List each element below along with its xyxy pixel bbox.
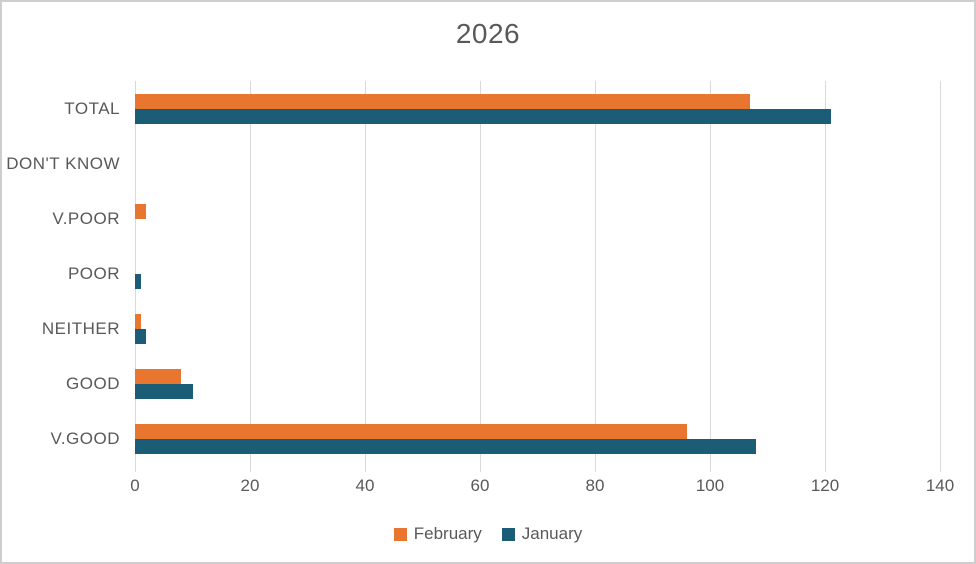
- x-tick-label-100: 100: [695, 476, 725, 495]
- x-tick-label-140: 140: [925, 476, 955, 495]
- bar-group-poor: [135, 246, 940, 301]
- gridline-120: [825, 81, 826, 472]
- bar-february-v-good: [135, 423, 687, 439]
- gridline-20: [250, 81, 251, 472]
- bar-january-neither: [135, 328, 147, 344]
- category-label-good: GOOD: [66, 373, 120, 393]
- gridline-80: [595, 81, 596, 472]
- legend-item-january: January: [501, 524, 583, 544]
- legend: February January: [2, 524, 974, 544]
- bar-february-total: [135, 93, 751, 109]
- x-tick-label-0: 0: [130, 476, 140, 495]
- category-label-v-poor: V.POOR: [52, 208, 120, 228]
- bar-group-neither: [135, 301, 940, 356]
- bar-february-good: [135, 368, 181, 384]
- bar-january-poor: [135, 273, 141, 289]
- x-tick-label-120: 120: [810, 476, 840, 495]
- category-label-poor: POOR: [67, 263, 120, 283]
- x-tick-label-40: 40: [355, 476, 375, 495]
- legend-swatch-icon: [501, 527, 515, 541]
- value-axis-labels: 0 20 40 60 80 100 120 140: [2, 476, 974, 498]
- bar-group-v-good: [135, 411, 940, 466]
- x-tick-label-60: 60: [470, 476, 490, 495]
- bar-january-good: [135, 383, 193, 399]
- category-label-total: TOTAL: [64, 98, 120, 118]
- category-label-neither: NEITHER: [41, 318, 120, 338]
- gridline-60: [480, 81, 481, 472]
- bar-group-total: [135, 81, 940, 136]
- plot-area: [135, 81, 941, 472]
- category-axis-labels: TOTAL DON'T KNOW V.POOR POOR NEITHER GOOD V.GO…: [2, 81, 120, 466]
- gridline-100: [710, 81, 711, 472]
- bar-january-total: [135, 108, 831, 124]
- category-label-don-t-know: DON'T KNOW: [6, 153, 120, 173]
- bar-group-v-poor: [135, 191, 940, 246]
- legend-item-february: February: [393, 524, 482, 544]
- gridline-40: [365, 81, 366, 472]
- x-tick-label-20: 20: [240, 476, 260, 495]
- legend-label-february: February: [413, 524, 482, 543]
- bar-group-good: [135, 356, 940, 411]
- bar-group-don-t-know: [135, 136, 940, 191]
- legend-label-january: January: [521, 524, 583, 543]
- bar-february-v-poor: [135, 203, 147, 219]
- legend-swatch-icon: [393, 527, 407, 541]
- bar-january-v-good: [135, 438, 756, 454]
- bar-february-neither: [135, 313, 141, 329]
- category-label-v-good: V.GOOD: [50, 428, 120, 448]
- chart-title: 2026: [455, 18, 521, 49]
- gridline-140: [940, 81, 941, 472]
- bar-rows: [135, 81, 940, 466]
- x-tick-label-80: 80: [585, 476, 605, 495]
